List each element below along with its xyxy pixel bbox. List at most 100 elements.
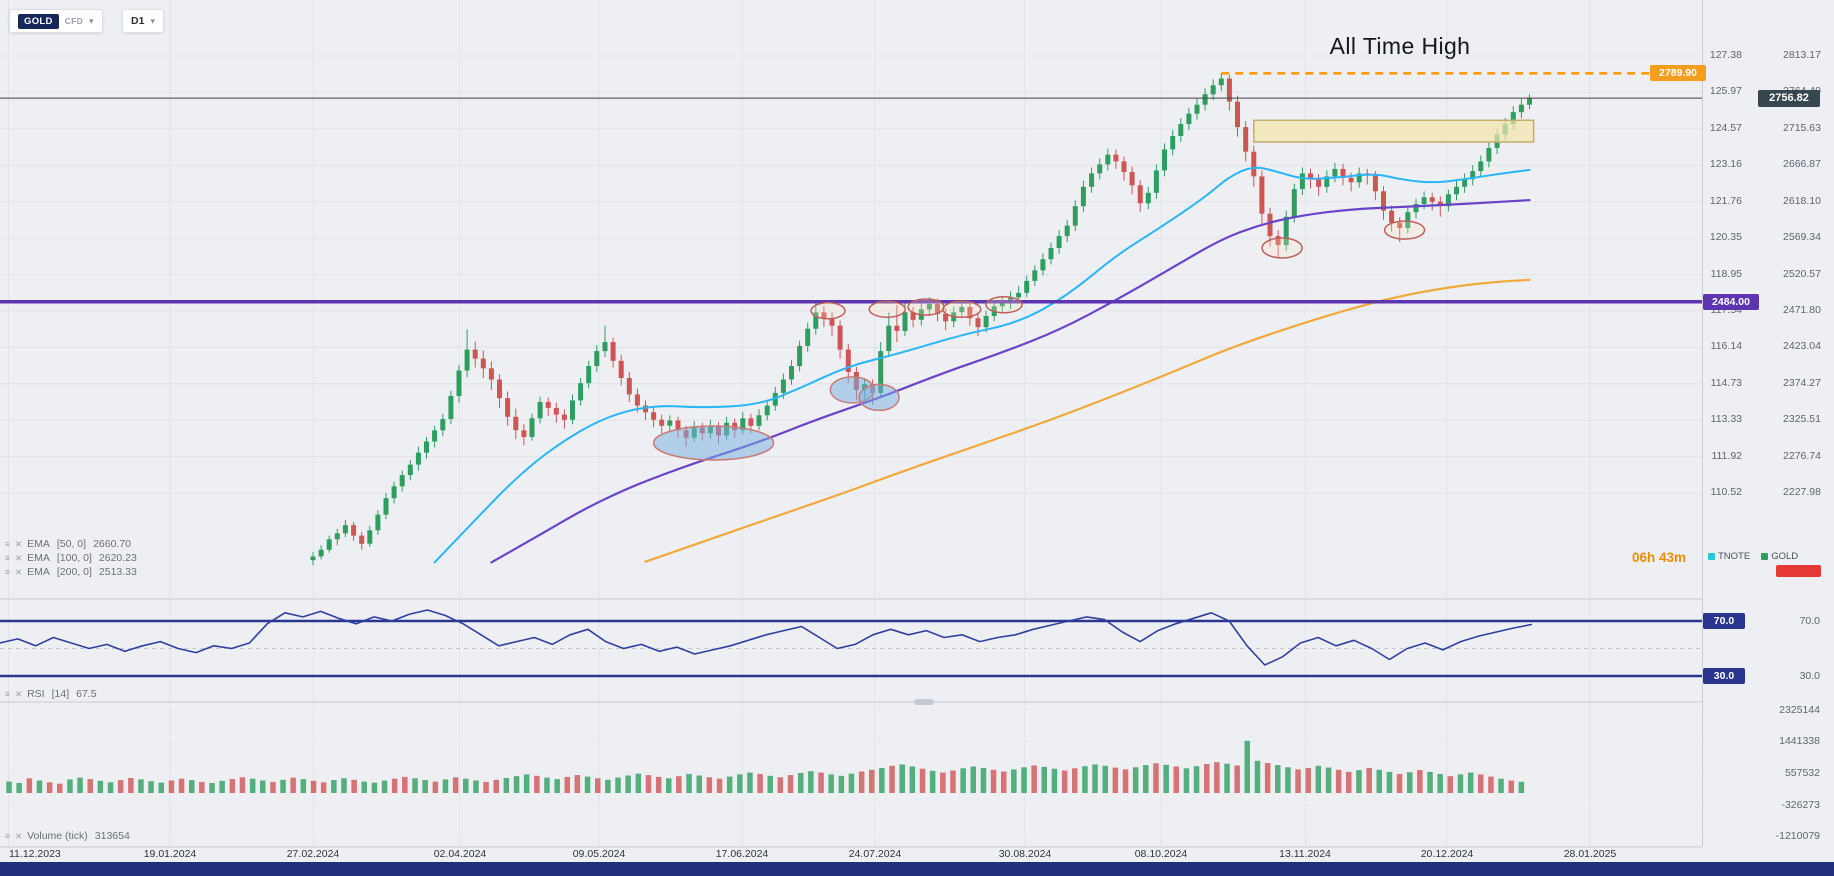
rsi-legend-row: ≡ ✕ RSI [14] 67.5: [5, 688, 99, 700]
volume-bar: [1264, 763, 1271, 793]
indicator-remove-icon[interactable]: ✕: [14, 566, 23, 577]
indicator-settings-icon[interactable]: ≡: [5, 567, 10, 577]
indicator-remove-icon[interactable]: ✕: [14, 538, 23, 549]
volume-bar: [858, 771, 865, 793]
indicator-settings-icon[interactable]: ≡: [5, 553, 10, 563]
indicator-value: 67.5: [76, 688, 97, 700]
volume-bar: [361, 781, 367, 793]
volume-bar: [1417, 770, 1423, 793]
volume-bar: [676, 776, 682, 793]
volume-bar: [1061, 770, 1068, 793]
candlestick-series: [310, 73, 1532, 566]
candle: [326, 539, 332, 550]
volume-bar: [331, 780, 337, 793]
candle: [902, 312, 908, 331]
volume-bar: [1143, 765, 1149, 793]
candle: [1024, 280, 1030, 293]
symbol-selector[interactable]: GOLD CFD ▾: [9, 9, 103, 33]
gold-legend-item[interactable]: GOLD: [1761, 551, 1798, 562]
annotation-ellipses: [652, 220, 1426, 461]
candle: [1072, 206, 1078, 226]
candle: [407, 464, 413, 476]
price-axis[interactable]: 127.382813.17125.972764.40124.572715.631…: [1702, 0, 1834, 847]
volume-bar: [412, 778, 418, 793]
pane-resize-handle[interactable]: [914, 699, 934, 705]
volume-bar: [46, 782, 53, 793]
volume-bar: [107, 782, 114, 793]
candle: [943, 313, 949, 322]
indicator-value: 2513.33: [98, 566, 137, 578]
volume-bar: [97, 780, 104, 793]
volume-bar: [310, 780, 317, 793]
candle: [424, 441, 429, 453]
candle: [1356, 173, 1362, 183]
indicator-settings-icon[interactable]: ≡: [5, 689, 10, 699]
candle: [1470, 171, 1476, 180]
candle: [1016, 292, 1022, 298]
volume-bar: [1305, 768, 1311, 793]
volume-bar: [16, 783, 22, 793]
volume-bar: [970, 766, 976, 793]
volume-bar: [655, 776, 662, 793]
indicator-params: [14]: [51, 688, 70, 700]
candle: [845, 349, 851, 372]
volume-bar: [1183, 768, 1190, 793]
tnote-legend-item[interactable]: TNOTE: [1708, 551, 1750, 562]
candle: [537, 401, 543, 419]
candle: [748, 418, 754, 426]
volume-bar: [371, 782, 378, 793]
candle: [634, 394, 640, 406]
candle: [667, 420, 673, 426]
candle: [886, 325, 892, 352]
candle: [1340, 168, 1346, 178]
timeframe-selector[interactable]: D1 ▾: [122, 9, 164, 33]
indicator-settings-icon[interactable]: ≡: [5, 539, 10, 549]
indicator-settings-icon[interactable]: ≡: [5, 831, 10, 841]
candle: [1129, 171, 1135, 186]
volume-bar: [36, 780, 43, 793]
candle: [878, 351, 884, 393]
volume-bar: [128, 778, 134, 793]
volume-bar: [168, 780, 175, 793]
time-axis-label: 19.01.2024: [143, 848, 197, 860]
indicator-remove-icon[interactable]: ✕: [14, 688, 23, 699]
candle: [1405, 212, 1411, 228]
indicator-remove-icon[interactable]: ✕: [14, 830, 23, 841]
volume-bar: [239, 777, 246, 793]
candle: [756, 415, 762, 426]
indicator-remove-icon[interactable]: ✕: [14, 552, 23, 563]
candle: [415, 452, 421, 465]
time-axis[interactable]: 11.12.2023 19.01.2024 27.02.2024 02.04.2024…: [0, 847, 1702, 862]
price-axis-row: 118.95 2520.57: [1710, 268, 1821, 280]
volume-bar: [341, 778, 347, 793]
volume-bar: [1478, 774, 1484, 793]
price-axis-row: 111.92 2276.74: [1711, 450, 1821, 462]
candle: [1413, 204, 1419, 213]
candle: [1145, 192, 1151, 204]
candle: [1275, 236, 1281, 246]
candle: [1048, 248, 1054, 260]
time-axis-label: 17.06.2024: [715, 848, 769, 860]
timeframe-label: D1: [131, 15, 145, 27]
candle: [1478, 161, 1484, 172]
candle: [472, 349, 478, 359]
ema50-legend-row: ≡ ✕ EMA [50, 0] 2660.70: [5, 538, 133, 550]
volume-bar: [1163, 764, 1169, 793]
indicator-params: [200, 0]: [56, 566, 92, 578]
volume-bar: [1386, 771, 1393, 793]
candle: [764, 405, 770, 416]
volume-bar: [1335, 769, 1342, 793]
candle: [594, 351, 600, 366]
indicator-name: EMA: [27, 566, 50, 578]
candle: [1437, 201, 1443, 207]
volume-bar: [280, 779, 286, 793]
candle: [1332, 168, 1338, 177]
resistance-zone[interactable]: [1253, 119, 1535, 143]
gold-color-swatch: [1761, 553, 1769, 560]
volume-bar: [980, 768, 987, 793]
price-axis-row: 121.76 2618.10: [1709, 195, 1821, 207]
volume-bar: [1275, 765, 1281, 793]
candle: [983, 316, 989, 328]
volume-bar: [148, 781, 154, 793]
